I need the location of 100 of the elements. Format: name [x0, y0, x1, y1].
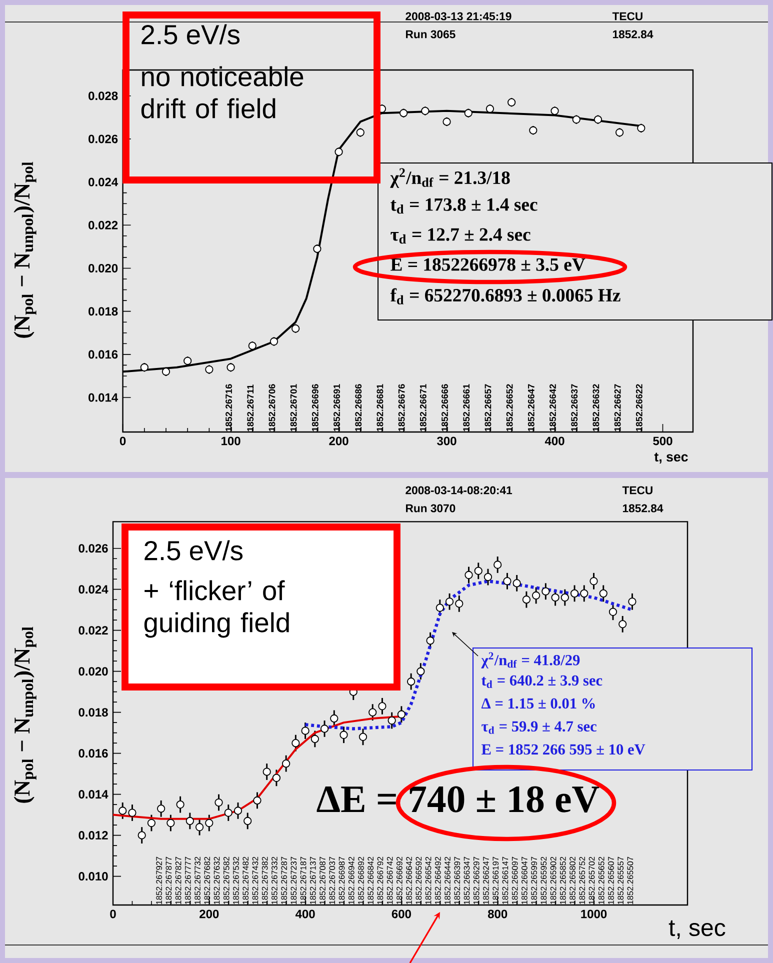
annotation: 1852.267287	[281, 856, 287, 904]
annotation: 1852.26686	[355, 384, 362, 432]
annotation: τ$_{d}$ = 59.9 ± 4.7 sec	[482, 721, 596, 734]
annotation: 1852.26666	[442, 384, 448, 432]
annotation: 1852.267732	[194, 856, 200, 904]
annotation: 1852.267632	[214, 856, 220, 904]
annotation: 1852.26716	[226, 384, 232, 432]
annotation: 1852.26647	[528, 384, 534, 432]
annotation: 1852.267532	[233, 856, 239, 904]
y-tick-label: 0.016	[88, 350, 118, 359]
text: 2008-03-14-08:20:41	[406, 486, 512, 494]
annotation: f$_{d}$ = 652270.6893 ± 0.0065 Hz	[390, 288, 620, 304]
annotation: 1852.266197	[492, 856, 499, 904]
x-tick-label: 600	[392, 910, 411, 918]
annotation: 1852.266642	[406, 856, 412, 904]
annotation: 1852.266792	[377, 856, 384, 904]
annotation: 1852.267482	[242, 856, 249, 904]
y-tick-label: 0.012	[78, 831, 108, 840]
annotation: 1852.266492	[434, 856, 441, 904]
annotation: 1852.265852	[560, 856, 566, 904]
annotation: 1852.26681	[376, 384, 384, 432]
annotation: E = 1852266978 ± 3.5 eV	[390, 258, 586, 271]
annotation: 1852.266542	[425, 856, 432, 904]
y-axis-title: (N$_{pol}$ − N$_{unpol}$)/N$_{pol}$	[14, 626, 36, 803]
annotation: 1852.267582	[223, 856, 230, 904]
annotation: 1852.26671	[420, 384, 426, 432]
x-axis-title: t, sec	[654, 452, 688, 464]
x-axis-title: t, sec	[668, 920, 726, 939]
annotation: 1852.26661	[463, 384, 470, 432]
x-tick-label: 400	[295, 910, 315, 918]
annotation: 1852.26657	[484, 384, 492, 432]
x-tick-label: 200	[329, 436, 348, 446]
annotation: 1852.267927	[156, 856, 162, 904]
annotation: 1852.265507	[627, 856, 634, 904]
annotation: 1852.266987	[338, 856, 345, 904]
annotation: 1852.266047	[522, 856, 528, 904]
annotation: 1852.26701	[290, 384, 297, 432]
annotation: 1852.267877	[166, 856, 172, 904]
y-tick-label: 0.020	[88, 264, 118, 272]
annotation: 1852.265802	[570, 856, 576, 904]
annotation: 1852.265702	[588, 856, 595, 904]
text: 1852.84	[622, 504, 664, 512]
x-tick-label: 500	[653, 436, 672, 446]
annotation: 1852.267332	[272, 856, 278, 904]
annotation: χ$^{2}$/n$_{df}$ = 21.3/18	[390, 168, 510, 188]
annotation: 1852.266097	[512, 856, 518, 904]
x-tick-label: 400	[544, 436, 564, 446]
annotation: 1852.265952	[540, 856, 547, 904]
annotation: 1852.266742	[386, 856, 393, 904]
y-tick-label: 0.022	[88, 220, 118, 230]
x-tick-label: 300	[437, 436, 456, 446]
text: Run 3070	[406, 504, 456, 512]
annotation: 1852.266347	[464, 856, 470, 904]
text: TECU	[622, 486, 652, 494]
annotation: τ$_{d}$ = 12.7 ± 2.4 sec	[390, 228, 530, 244]
annotation: 1852.265752	[579, 856, 586, 904]
annotation: 1852.266397	[454, 856, 460, 904]
annotation: 1852.267137	[310, 856, 316, 904]
annotation: 1852.267037	[329, 856, 336, 904]
annotation: ΔE = 740 ± 18 eV	[316, 786, 600, 813]
annotation: 1852.266892	[358, 856, 364, 904]
annotation: 1852.26652	[506, 384, 513, 432]
annotation: 1852.26637	[571, 384, 578, 432]
text: TECU	[612, 12, 642, 20]
y-tick-label: 0.028	[88, 92, 118, 100]
y-tick-label: 0.024	[78, 585, 108, 594]
annotation: 1852.265652	[598, 856, 604, 904]
x-tick-label: 1000	[581, 910, 607, 918]
annotation: 1852.266842	[368, 856, 374, 904]
y-tick-label: 0.018	[78, 708, 108, 717]
y-tick-label: 0.014	[88, 393, 118, 402]
y-tick-label: 0.020	[78, 667, 108, 676]
annotation: t$_{d}$ = 173.8 ± 1.4 sec	[390, 198, 538, 214]
annotation: 1852.266147	[502, 856, 508, 904]
annotation: 1852.26691	[334, 384, 340, 432]
annotation: + ‘flicker’ of guiding field	[144, 580, 289, 638]
annotation: 1852.266942	[348, 856, 354, 904]
annotation: 1852.266442	[444, 856, 450, 904]
annotation: E = 1852 266 595 ± 10 eV	[482, 744, 646, 755]
y-tick-label: 0.024	[88, 178, 118, 186]
annotation: 1852.26632	[592, 384, 600, 432]
annotation: 1852.267682	[204, 856, 210, 904]
annotation: 1852.26711	[247, 384, 254, 432]
annotation: 1852.266592	[416, 856, 422, 904]
annotation: 1852.265902	[550, 856, 556, 904]
annotation: 1852.267382	[262, 856, 268, 904]
y-tick-label: 0.026	[88, 134, 118, 144]
x-tick-label: 200	[200, 910, 219, 918]
annotation: 1852.265997	[531, 856, 537, 904]
annotation: 1852.26642	[550, 384, 556, 432]
annotation: 2.5 eV/s	[144, 540, 243, 560]
y-tick-label: 0.014	[78, 790, 108, 799]
annotation: 1852.267237	[290, 856, 297, 904]
annotation: 1852.267777	[184, 856, 191, 904]
annotation: 1852.26627	[614, 384, 621, 432]
y-tick-label: 0.010	[78, 872, 108, 881]
annotation: 1852.267432	[252, 856, 258, 904]
x-tick-label: 100	[222, 436, 240, 446]
text: 1852.84	[612, 30, 654, 38]
annotation: t$_{d}$ = 640.2 ± 3.9 sec	[482, 675, 602, 688]
